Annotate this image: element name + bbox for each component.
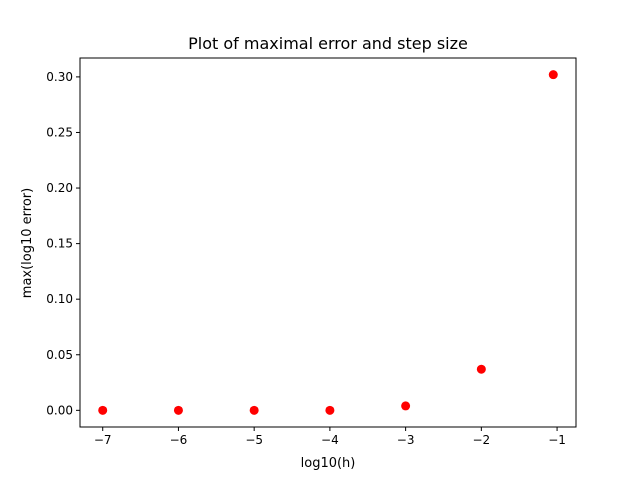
x-tick-label: −6 bbox=[170, 433, 188, 447]
y-tick-label: 0.20 bbox=[46, 181, 73, 195]
y-tick-label: 0.15 bbox=[46, 237, 73, 251]
x-tick-label: −1 bbox=[548, 433, 566, 447]
x-tick-label: −4 bbox=[321, 433, 339, 447]
y-tick-label: 0.05 bbox=[46, 348, 73, 362]
y-tick-label: 0.10 bbox=[46, 292, 73, 306]
data-point bbox=[98, 405, 108, 415]
y-tick-label: 0.00 bbox=[46, 403, 73, 417]
y-tick-label: 0.30 bbox=[46, 70, 73, 84]
data-point bbox=[401, 401, 411, 411]
data-point bbox=[173, 405, 183, 415]
x-tick-label: −2 bbox=[472, 433, 490, 447]
y-tick-label: 0.25 bbox=[46, 125, 73, 139]
data-points bbox=[98, 70, 558, 415]
data-point bbox=[476, 364, 486, 374]
x-tick-label: −3 bbox=[397, 433, 415, 447]
x-tick-label: −7 bbox=[94, 433, 112, 447]
x-axis-label: log10(h) bbox=[301, 456, 356, 471]
axis-ticks: −7 −6 −5 −4 −3 −2 −1 0.00 0.05 0.10 0.15 0.20 0.25 0.… bbox=[46, 70, 566, 447]
plot-frame bbox=[79, 57, 577, 428]
data-point bbox=[249, 405, 259, 415]
data-point bbox=[325, 405, 335, 415]
data-point bbox=[548, 70, 558, 80]
y-axis-label: max(log10 error) bbox=[20, 188, 35, 298]
chart-title: Plot of maximal error and step size bbox=[188, 34, 468, 53]
x-tick-label: −5 bbox=[245, 433, 263, 447]
